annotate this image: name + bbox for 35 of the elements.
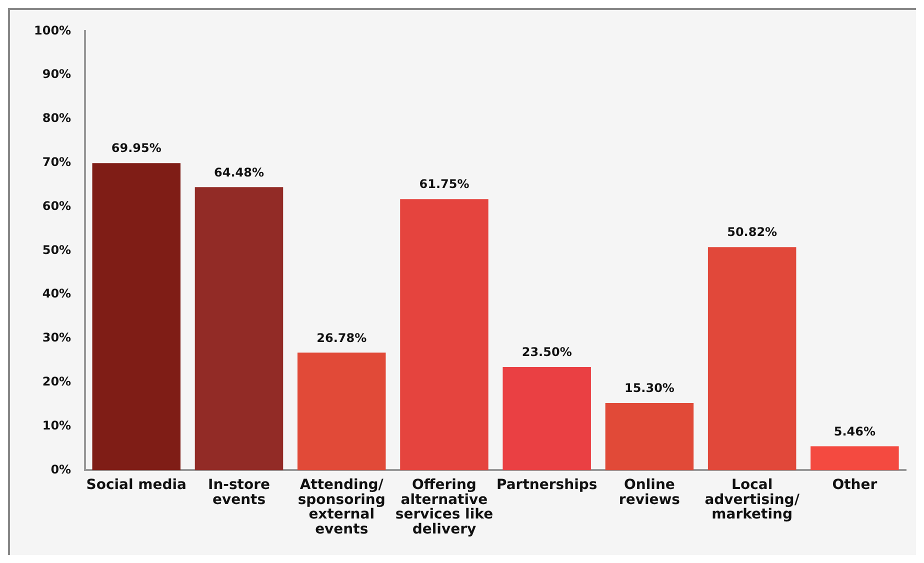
bar (92, 163, 181, 470)
data-label: 50.82% (727, 225, 778, 240)
bar (297, 352, 386, 470)
x-tick-label: In-store events (208, 477, 270, 508)
data-label: 61.75% (419, 177, 470, 192)
y-tick-label: 100% (34, 23, 72, 38)
y-tick-label: 10% (42, 418, 72, 432)
bar (708, 247, 796, 470)
x-tick-label: Offering alternative services like delivery (395, 477, 494, 538)
y-tick-label: 20% (42, 374, 72, 389)
data-label: 64.48% (214, 165, 264, 180)
bar (400, 199, 488, 470)
x-tick-label: Social media (86, 477, 187, 494)
y-tick-label: 30% (42, 330, 72, 345)
x-tick-label: Other (832, 477, 878, 494)
x-tick-label: Online reviews (618, 477, 680, 508)
bar (194, 187, 284, 470)
x-tick-label: Attending/ sponsoring external events (298, 477, 386, 538)
x-tick-label: Local advertising/ marketing (704, 477, 800, 523)
y-tick-label: 90% (42, 67, 72, 82)
data-label: 15.30% (624, 381, 674, 396)
data-label: 26.78% (316, 330, 367, 345)
y-tick-label: 70% (42, 155, 72, 170)
y-tick-label: 80% (42, 111, 72, 126)
data-label: 5.46% (834, 424, 876, 438)
y-tick-label: 40% (42, 286, 72, 301)
y-tick-label: 50% (42, 242, 72, 257)
x-tick-label: Partnerships (496, 477, 598, 494)
bar (810, 446, 899, 470)
data-label: 23.50% (522, 345, 572, 360)
y-tick-label: 0% (50, 462, 72, 476)
bar (605, 403, 694, 470)
data-label: 69.95% (111, 141, 162, 156)
bar (502, 367, 591, 470)
y-tick-label: 60% (42, 198, 72, 213)
